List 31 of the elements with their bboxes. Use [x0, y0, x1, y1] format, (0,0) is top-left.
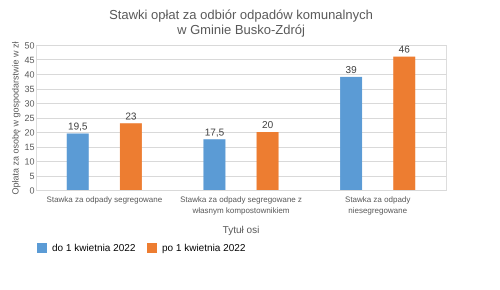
bar — [120, 123, 142, 190]
chart-title: Stawki opłat za odbiór odpadów komunalnych w Gminie Busko-Zdrój — [109, 6, 373, 37]
bar — [340, 76, 362, 190]
data-label: 17,5 — [204, 127, 225, 138]
x-tick-label: Stawka za odpady segregowane z własnym kompostownikiem — [180, 195, 302, 215]
y-tick-label: 30 — [24, 98, 34, 108]
data-label: 19,5 — [68, 121, 88, 132]
y-tick-label: 25 — [24, 113, 34, 123]
bar — [66, 133, 89, 190]
x-tick-label: Stawka za odpady segregowane — [46, 195, 163, 204]
y-tick-label: 35 — [24, 84, 34, 94]
y-tick-label: 5 — [29, 171, 34, 181]
data-label: 23 — [125, 111, 137, 122]
bar — [256, 132, 279, 190]
data-label: 46 — [398, 44, 410, 56]
x-tick-label: Stawka za odpady niesegregowane — [344, 195, 410, 215]
y-tick-label: 20 — [24, 128, 34, 138]
data-label: 39 — [346, 64, 358, 76]
bar — [203, 139, 226, 190]
y-tick-label: 0 — [29, 186, 34, 196]
legend-label: do 1 kwietnia 2022 — [52, 243, 136, 254]
data-label: 20 — [262, 120, 274, 131]
x-axis-title: Tytuł osi — [222, 225, 260, 236]
y-tick-label: 10 — [24, 156, 34, 166]
y-tick-label: 50 — [24, 40, 34, 50]
y-tick-label: 15 — [24, 142, 34, 152]
y-tick-label: 40 — [24, 70, 34, 80]
y-tick-label: 45 — [24, 55, 34, 65]
legend-label: po 1 kwietnia 2022 — [162, 243, 246, 254]
bar — [393, 56, 416, 190]
y-axis-title: Opłata za osobę w gospodarstwie w zł — [10, 41, 20, 195]
